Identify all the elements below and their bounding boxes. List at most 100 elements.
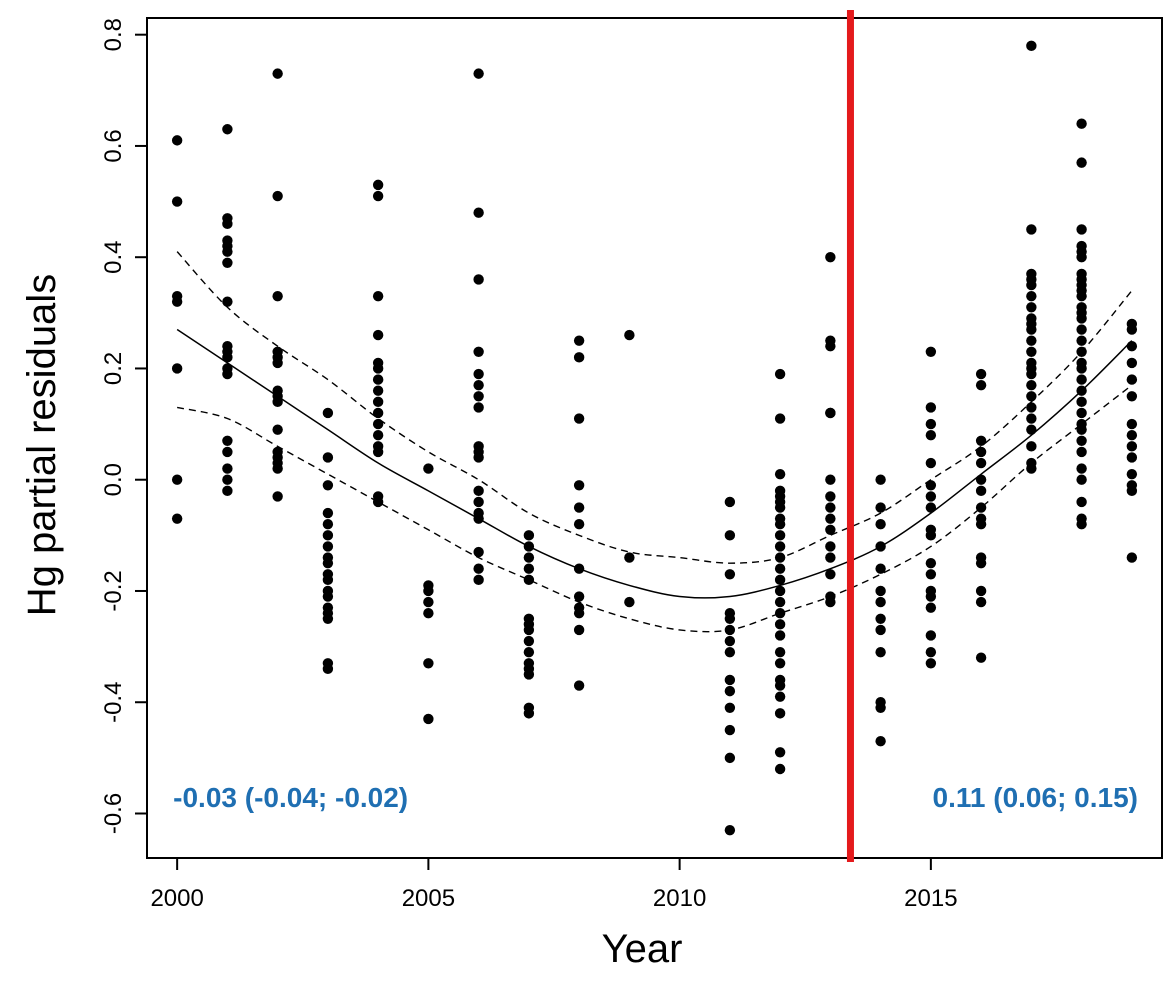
data-point [473, 207, 484, 218]
data-point [925, 591, 937, 602]
data-point [724, 635, 736, 647]
data-point [975, 474, 987, 485]
data-point [1026, 346, 1037, 357]
data-point [272, 68, 283, 79]
data-point [825, 341, 836, 352]
data-point [473, 402, 484, 413]
data-point [322, 519, 334, 530]
data-point [925, 530, 937, 541]
axis-tick-labels: 2000 2005 2010 2015 -0.6 -0.4 -0.2 0.0 0.2 0.4 0.6… [100, 18, 958, 912]
data-point [473, 496, 484, 508]
data-point [523, 552, 535, 563]
data-point [1026, 224, 1037, 235]
data-point [774, 646, 786, 658]
data-point [825, 491, 836, 502]
data-point [1076, 363, 1087, 374]
data-point [1076, 290, 1087, 302]
data-point [573, 519, 585, 530]
data-point [1126, 324, 1138, 335]
data-point [875, 541, 886, 552]
data-point [1076, 424, 1087, 435]
data-point [1126, 430, 1138, 441]
y-tick-label: 0.6 [100, 129, 127, 162]
data-point [774, 619, 786, 630]
data-point [925, 569, 937, 580]
data-point [975, 457, 987, 469]
data-point [272, 491, 283, 502]
data-point [875, 519, 886, 530]
data-point [925, 630, 937, 641]
data-point [222, 485, 233, 497]
data-point [322, 452, 334, 463]
data-point [774, 763, 786, 775]
data-point [322, 591, 334, 602]
data-point [523, 541, 535, 552]
data-point [222, 352, 233, 363]
data-point [825, 541, 836, 552]
data-point [573, 352, 585, 363]
data-point [372, 407, 384, 419]
data-point [573, 624, 585, 636]
data-point [875, 596, 886, 608]
data-point [222, 218, 233, 230]
data-point [1076, 374, 1087, 385]
fit-lower-bound [176, 384, 1133, 633]
data-point [875, 624, 886, 636]
data-point [573, 335, 585, 346]
data-point [372, 363, 384, 374]
data-point [372, 430, 384, 441]
data-point [825, 502, 836, 513]
data-point [523, 708, 535, 719]
data-point [322, 480, 334, 491]
data-point [423, 596, 434, 608]
data-point [1126, 357, 1138, 369]
data-point [272, 190, 283, 202]
data-point [774, 747, 786, 758]
data-point [473, 379, 484, 391]
data-point [171, 135, 183, 146]
data-point [322, 530, 334, 541]
data-point [322, 407, 334, 419]
data-point [1026, 402, 1037, 413]
data-point [925, 457, 937, 469]
data-point [222, 368, 233, 380]
x-axis-title: Year [602, 927, 683, 971]
data-points [171, 40, 1138, 836]
data-point [825, 552, 836, 563]
data-point [573, 608, 585, 619]
data-point [975, 379, 987, 391]
data-point [774, 468, 786, 480]
data-point [573, 680, 585, 691]
data-point [1076, 446, 1087, 458]
data-point [624, 552, 635, 563]
data-point [975, 652, 987, 663]
data-point [825, 596, 836, 608]
data-point [473, 452, 484, 463]
data-point [875, 585, 886, 597]
data-point [473, 513, 484, 524]
data-point [473, 546, 484, 558]
data-point [925, 602, 937, 613]
plot-border [146, 17, 1163, 859]
data-point [322, 613, 334, 624]
data-point [1126, 341, 1138, 352]
data-point [624, 329, 635, 341]
data-point [925, 491, 937, 502]
data-point [1026, 279, 1037, 291]
data-point [724, 613, 736, 624]
data-point [372, 496, 384, 508]
fit-mean-line [176, 328, 1133, 599]
data-point [975, 368, 987, 380]
data-point [1126, 468, 1138, 480]
data-point [975, 446, 987, 458]
data-point [875, 502, 886, 513]
data-point [975, 557, 987, 569]
data-point [1076, 252, 1087, 263]
data-point [1126, 374, 1138, 385]
data-point [372, 329, 384, 341]
data-point [372, 290, 384, 302]
y-tick-label: -0.4 [100, 682, 127, 723]
data-point [875, 563, 886, 574]
data-point [222, 435, 233, 446]
